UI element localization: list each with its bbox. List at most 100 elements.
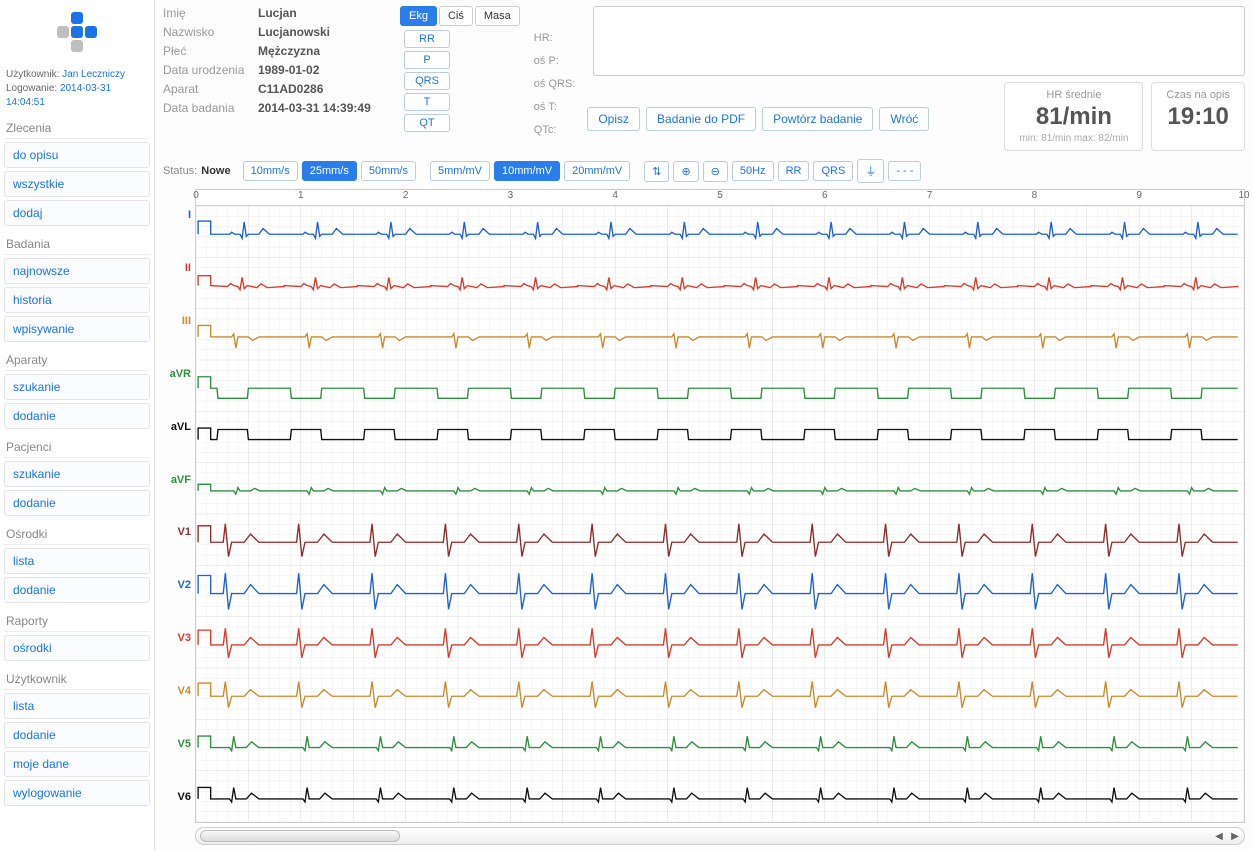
meas-button-qrs[interactable]: QRS — [404, 72, 450, 90]
zoom-in-icon[interactable]: ⊕ — [673, 161, 698, 182]
time-tick: 2 — [403, 190, 409, 201]
menu-item[interactable]: ośrodki — [4, 635, 150, 661]
menu-item[interactable]: do opisu — [4, 142, 150, 168]
menu-item[interactable]: lista — [4, 548, 150, 574]
ecg-lead-V1 — [198, 524, 1238, 557]
ecg-lead-V3 — [198, 628, 1238, 658]
menu-item[interactable]: historia — [4, 287, 150, 313]
scrollbar-thumb[interactable] — [200, 830, 400, 842]
lead-label-aVF: aVF — [163, 453, 195, 506]
lead-label-V5: V5 — [163, 717, 195, 770]
time-tick: 6 — [822, 190, 828, 201]
menu-item[interactable]: dodanie — [4, 490, 150, 516]
tool-button[interactable]: 50mm/s — [361, 161, 416, 181]
menu-item[interactable]: wylogowanie — [4, 780, 150, 806]
time-tick: 9 — [1136, 190, 1142, 201]
lead-style-icon[interactable]: - - - — [888, 161, 921, 181]
time-tick: 8 — [1032, 190, 1038, 201]
user-name: Jan Leczniczy — [62, 69, 125, 80]
menu-item[interactable]: dodanie — [4, 577, 150, 603]
action-button[interactable]: Wróć — [879, 107, 929, 131]
meas-label: oś QRS: — [534, 74, 576, 94]
lead-label-aVL: aVL — [163, 400, 195, 453]
meas-label: HR: — [534, 28, 576, 48]
lead-label-aVR: aVR — [163, 347, 195, 400]
tool-button[interactable]: 20mm/mV — [564, 161, 630, 181]
tab-ciś[interactable]: Ciś — [439, 6, 473, 26]
ecg-canvas[interactable]: 012345678910 — [195, 189, 1245, 823]
time-tick: 0 — [193, 190, 199, 201]
hr-average-box: HR średnie 81/min min: 81/min max: 82/mi… — [1004, 82, 1143, 151]
meas-label: QTc: — [534, 120, 576, 140]
tab-ekg[interactable]: Ekg — [400, 6, 437, 26]
ecg-lead-I — [198, 221, 1238, 238]
scroll-right-arrow[interactable]: ▶ — [1228, 829, 1242, 843]
menu-item[interactable]: dodaj — [4, 200, 150, 226]
menu-item[interactable]: szukanie — [4, 461, 150, 487]
menu-section-title: Badania — [4, 234, 150, 255]
menu-section-title: Raporty — [4, 611, 150, 632]
horizontal-scrollbar[interactable]: ◀ ▶ — [195, 827, 1245, 845]
menu-item[interactable]: dodanie — [4, 722, 150, 748]
time-box: Czas na opis 19:10 — [1151, 82, 1245, 151]
action-button[interactable]: Badanie do PDF — [646, 107, 756, 131]
tool-button[interactable]: 10mm/s — [243, 161, 298, 181]
lead-label-V1: V1 — [163, 506, 195, 559]
tool-button[interactable]: 5mm/mV — [430, 161, 490, 181]
ecg-toolbar: Status: Nowe 10mm/s25mm/s50mm/s5mm/mV10m… — [163, 159, 1245, 183]
RR-icon[interactable]: RR — [778, 161, 810, 181]
ecg-lead-V2 — [198, 573, 1238, 609]
ecg-lead-aVF — [198, 484, 1238, 494]
lead-label-II: II — [163, 242, 195, 295]
meas-button-qt[interactable]: QT — [404, 114, 450, 132]
time-tick: 5 — [717, 190, 723, 201]
time-tick: 3 — [508, 190, 514, 201]
lead-label-I: I — [163, 189, 195, 242]
lead-label-V3: V3 — [163, 612, 195, 665]
time-tick: 1 — [298, 190, 304, 201]
scroll-left-arrow[interactable]: ◀ — [1212, 829, 1226, 843]
zoom-out-icon[interactable]: ⊖ — [703, 161, 728, 182]
patient-info: ImięLucjan NazwiskoLucjanowski PłećMężcz… — [163, 6, 388, 115]
meas-button-t[interactable]: T — [404, 93, 450, 111]
meas-label: oś P: — [534, 51, 576, 71]
QRS-icon[interactable]: QRS — [813, 161, 853, 181]
meas-button-p[interactable]: P — [404, 51, 450, 69]
notes-area[interactable] — [593, 6, 1245, 76]
menu-section-title: Użytkownik — [4, 669, 150, 690]
menu-section-title: Ośrodki — [4, 524, 150, 545]
exam-type-tabs: EkgCiśMasa — [400, 6, 520, 26]
meas-label: oś T: — [534, 97, 576, 117]
50Hz-icon[interactable]: 50Hz — [732, 161, 774, 181]
ecg-lead-III — [198, 325, 1238, 348]
lead-label-V6: V6 — [163, 770, 195, 823]
menu-item[interactable]: wszystkie — [4, 171, 150, 197]
menu-item[interactable]: dodanie — [4, 403, 150, 429]
tool-button[interactable]: 25mm/s — [302, 161, 357, 181]
menu-item[interactable]: lista — [4, 693, 150, 719]
menu-section-title: Pacjenci — [4, 437, 150, 458]
menu-item[interactable]: moje dane — [4, 751, 150, 777]
pulse-icon[interactable]: ⏚ — [857, 159, 884, 183]
menu-item[interactable]: szukanie — [4, 374, 150, 400]
time-tick: 10 — [1238, 190, 1249, 201]
meas-button-rr[interactable]: RR — [404, 30, 450, 48]
action-button[interactable]: Powtórz badanie — [762, 107, 873, 131]
lead-label-V2: V2 — [163, 559, 195, 612]
menu-item[interactable]: wpisywanie — [4, 316, 150, 342]
time-tick: 4 — [612, 190, 618, 201]
menu-section-title: Zlecenia — [4, 118, 150, 139]
tab-masa[interactable]: Masa — [475, 6, 520, 26]
user-info: Użytkownik: Jan Leczniczy Logowanie: 201… — [4, 68, 150, 110]
swap-icon[interactable]: ⇅ — [644, 161, 669, 182]
lead-label-V4: V4 — [163, 664, 195, 717]
time-tick: 7 — [927, 190, 933, 201]
app-logo — [4, 6, 150, 68]
lead-label-III: III — [163, 295, 195, 348]
ecg-lead-V5 — [198, 736, 1238, 751]
ecg-lead-V4 — [198, 681, 1238, 707]
tool-button[interactable]: 10mm/mV — [494, 161, 560, 181]
action-button[interactable]: Opisz — [587, 107, 640, 131]
menu-item[interactable]: najnowsze — [4, 258, 150, 284]
sidebar: Użytkownik: Jan Leczniczy Logowanie: 201… — [0, 0, 155, 851]
